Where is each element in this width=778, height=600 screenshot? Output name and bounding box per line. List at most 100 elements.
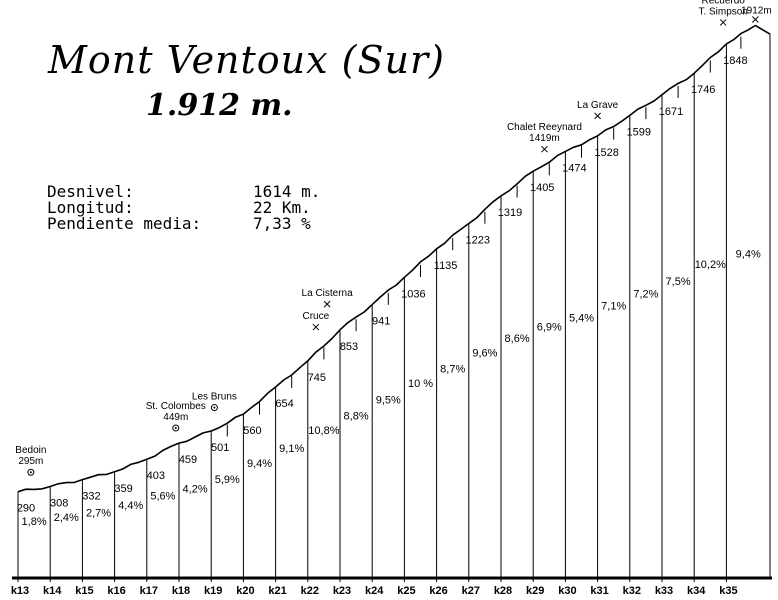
x-tick-label: k32 (623, 585, 641, 597)
landmark-marker (172, 424, 180, 432)
stat-value: 22 Km. (253, 198, 311, 217)
landmark-label: Bedoin (15, 445, 46, 456)
gradient-label: 7,1% (601, 301, 626, 313)
x-tick-label: k16 (107, 585, 125, 597)
landmark-marker (27, 468, 35, 476)
x-tick-label: k27 (462, 585, 480, 597)
altitude-label: 1746 (691, 84, 715, 96)
landmark-label: 295m (18, 456, 43, 467)
elevation-profile-line (17, 24, 771, 493)
x-tick-label: k18 (172, 585, 190, 597)
altitude-label: 1036 (401, 288, 425, 300)
x-tick-label: k31 (590, 585, 608, 597)
altitude-label: 1671 (659, 106, 683, 118)
gradient-label: 8,6% (505, 333, 530, 345)
stat-label: Longitud: (47, 198, 134, 217)
x-tick-label: k30 (558, 585, 576, 597)
landmark-label: Chalet Reeynard (507, 122, 582, 133)
altitude-label: 308 (50, 497, 68, 509)
stat-value: 7,33 % (253, 214, 311, 233)
landmark-label: La Cisterna (302, 288, 354, 299)
landmark-marker (323, 300, 331, 308)
gradient-label: 2,4% (54, 512, 79, 524)
altitude-label: 290 (17, 503, 35, 515)
landmark-marker-dot (29, 471, 32, 474)
altitude-label: 941 (372, 316, 390, 328)
gradient-label: 5,4% (569, 313, 594, 325)
altitude-label: 1599 (627, 126, 651, 138)
landmark-marker (541, 145, 548, 153)
x-tick-label: k26 (429, 585, 447, 597)
gradient-label: 8,7% (440, 363, 465, 375)
x-tick-label: k13 (11, 585, 29, 597)
gradient-label: 4,2% (183, 484, 208, 496)
x-tick-label: k28 (494, 585, 512, 597)
landmark-marker-dot (174, 426, 177, 429)
landmark-label: 1419m (529, 133, 560, 144)
gradient-label: 9,4% (247, 458, 272, 470)
landmark-marker (594, 112, 601, 120)
summit-marker (752, 16, 759, 23)
x-tick-label: k22 (301, 585, 319, 597)
altitude-label: 332 (82, 491, 100, 503)
altitude-label: 654 (275, 398, 293, 410)
landmark-label: 449m (163, 412, 188, 423)
landmark-label: Les Bruns (192, 392, 237, 403)
landmark-marker (312, 323, 320, 331)
altitude-label: 560 (243, 425, 261, 437)
gradient-label: 5,6% (150, 491, 175, 503)
gradient-label: 1,8% (22, 516, 47, 528)
altitude-label: 459 (179, 454, 197, 466)
stat-label: Pendiente media: (47, 214, 202, 233)
landmark-marker (719, 19, 727, 26)
altitude-label: 1135 (434, 260, 458, 272)
summit-label: 1912m (741, 5, 772, 16)
gradient-label: 7,2% (633, 289, 658, 301)
chart-subtitle: 1.912 m. (146, 88, 293, 123)
altitude-label: 501 (211, 442, 229, 454)
x-tick-label: k29 (526, 585, 544, 597)
stat-value: 1614 m. (253, 182, 321, 201)
gradient-label: 9,1% (279, 443, 304, 455)
altitude-label: 1319 (498, 207, 522, 219)
x-tick-label: k24 (365, 585, 384, 597)
gradient-label: 8,8% (344, 410, 369, 422)
stat-label: Desnivel: (47, 182, 134, 201)
landmark-label: St. Colombes (146, 401, 206, 412)
landmark-label: Recuerdo (702, 0, 746, 6)
gradient-label: 7,5% (666, 276, 691, 288)
landmark-label: T. Simpson (698, 6, 747, 17)
gradient-label: 9,6% (472, 347, 497, 359)
altitude-label: 1848 (723, 55, 747, 67)
x-tick-label: k17 (140, 585, 158, 597)
altitude-label: 745 (308, 372, 326, 384)
x-tick-label: k21 (268, 585, 286, 597)
gradient-label: 9,5% (376, 395, 401, 407)
altitude-label: 1528 (594, 147, 618, 159)
gradient-label: 4,4% (118, 500, 143, 512)
altitude-label: 403 (147, 470, 165, 482)
altitude-label: 1474 (562, 162, 586, 174)
gradient-label: 10 % (408, 378, 433, 390)
x-tick-label: k14 (43, 585, 62, 597)
landmark-marker-dot (213, 406, 216, 409)
landmark-label: La Grave (577, 100, 619, 111)
landmark-label: Cruce (303, 311, 330, 322)
altitude-label: 1405 (530, 182, 554, 194)
x-tick-label: k34 (687, 585, 706, 597)
x-tick-label: k20 (236, 585, 254, 597)
altitude-label: 359 (114, 483, 132, 495)
gradient-label: 5,9% (215, 474, 240, 486)
gradient-label: 2,7% (86, 507, 111, 519)
x-tick-label: k19 (204, 585, 222, 597)
chart-title: Mont Ventoux (Sur) (48, 38, 445, 82)
gradient-label: 6,9% (537, 322, 562, 334)
gradient-label: 10,8% (308, 425, 339, 437)
x-tick-label: k23 (333, 585, 351, 597)
x-tick-label: k35 (719, 585, 737, 597)
x-tick-label: k25 (397, 585, 415, 597)
gradient-label: 10,2% (695, 259, 726, 271)
altitude-label: 853 (340, 341, 358, 353)
